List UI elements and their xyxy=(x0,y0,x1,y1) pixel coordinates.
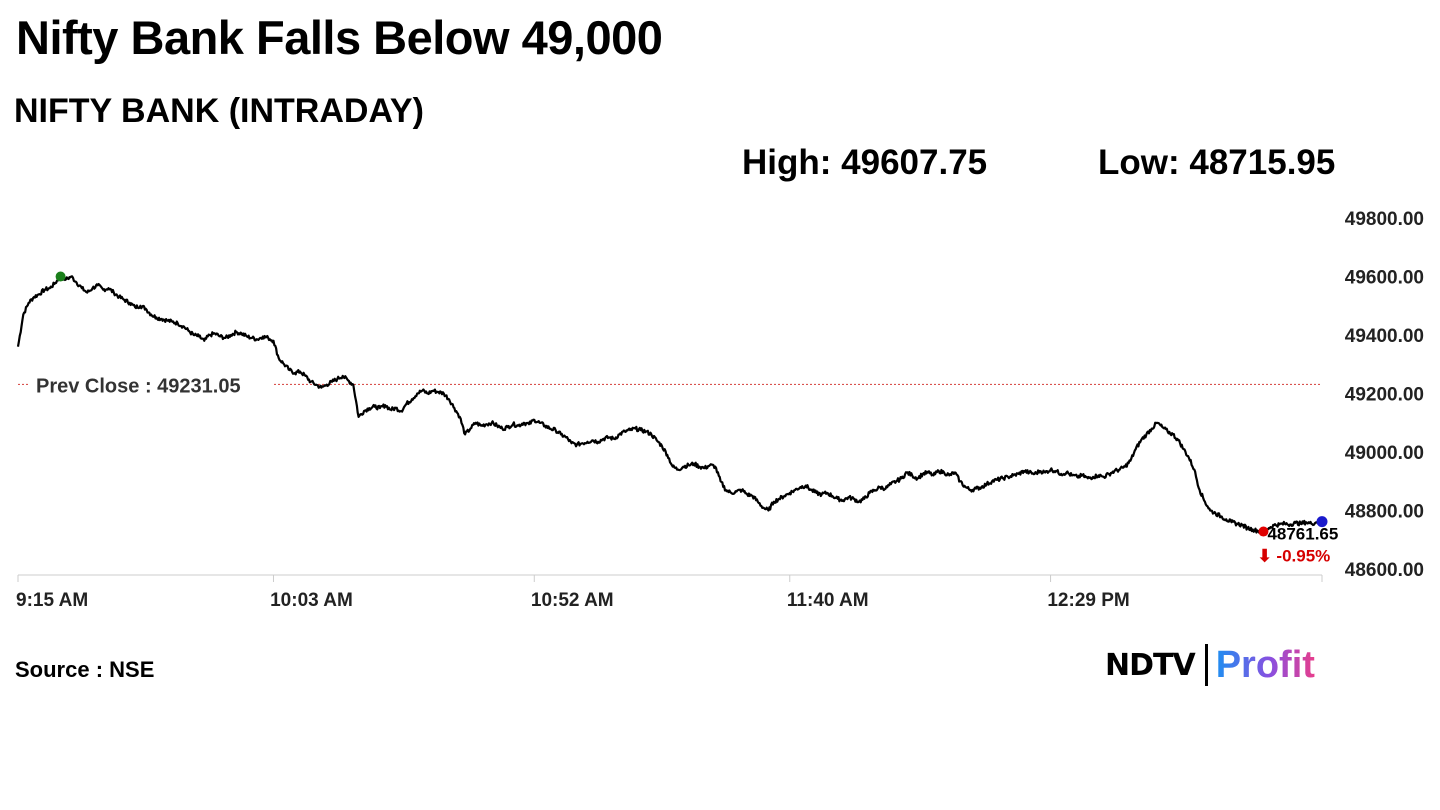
y-tick-label: 48600.00 xyxy=(1345,560,1424,581)
y-tick-label: 49200.00 xyxy=(1345,385,1424,406)
price-line xyxy=(16,275,1323,534)
x-tick-label: 9:15 AM xyxy=(16,590,88,611)
logo-ndtv: NDTV xyxy=(1105,647,1196,683)
y-tick-label: 48800.00 xyxy=(1345,502,1424,523)
change-label: ⬇ -0.95% xyxy=(1257,547,1330,566)
prev-close-label-bg xyxy=(28,371,274,398)
ndtv-profit-logo: NDTV Profit xyxy=(1105,643,1315,687)
chart-title: NIFTY BANK (INTRADAY) xyxy=(14,92,424,130)
last-point-marker xyxy=(1316,516,1328,528)
intraday-chart: 49800.00 49600.00 49400.00 49200.00 49000.00… xyxy=(16,209,1424,611)
x-tick-label: 10:03 AM xyxy=(270,590,353,611)
source-note: Source : NSE xyxy=(15,657,155,682)
low-value: Low: 48715.95 xyxy=(1098,143,1336,182)
x-tick-label: 11:40 AM xyxy=(787,590,869,611)
x-axis: 9:15 AM 10:03 AM 10:52 AM 11:40 AM 12:29 PM xyxy=(16,574,1323,611)
headline: Nifty Bank Falls Below 49,000 xyxy=(16,11,663,64)
high-point-marker xyxy=(55,271,66,282)
logo-profit: Profit xyxy=(1215,643,1315,686)
x-tick-label: 12:29 PM xyxy=(1047,590,1129,611)
y-tick-label: 49800.00 xyxy=(1345,209,1424,230)
y-tick-label: 49000.00 xyxy=(1345,443,1424,464)
x-tick-label: 10:52 AM xyxy=(531,590,614,611)
prev-close-label: Prev Close : 49231.05 xyxy=(36,375,241,397)
high-value: High: 49607.75 xyxy=(742,143,988,182)
last-value-label: 48761.65 xyxy=(1267,525,1338,544)
y-tick-label: 49400.00 xyxy=(1345,326,1424,347)
logo-divider xyxy=(1204,644,1208,686)
y-tick-label: 49600.00 xyxy=(1345,268,1424,289)
y-axis: 49800.00 49600.00 49400.00 49200.00 49000.00… xyxy=(1345,209,1424,581)
low-point-marker xyxy=(1258,526,1269,537)
